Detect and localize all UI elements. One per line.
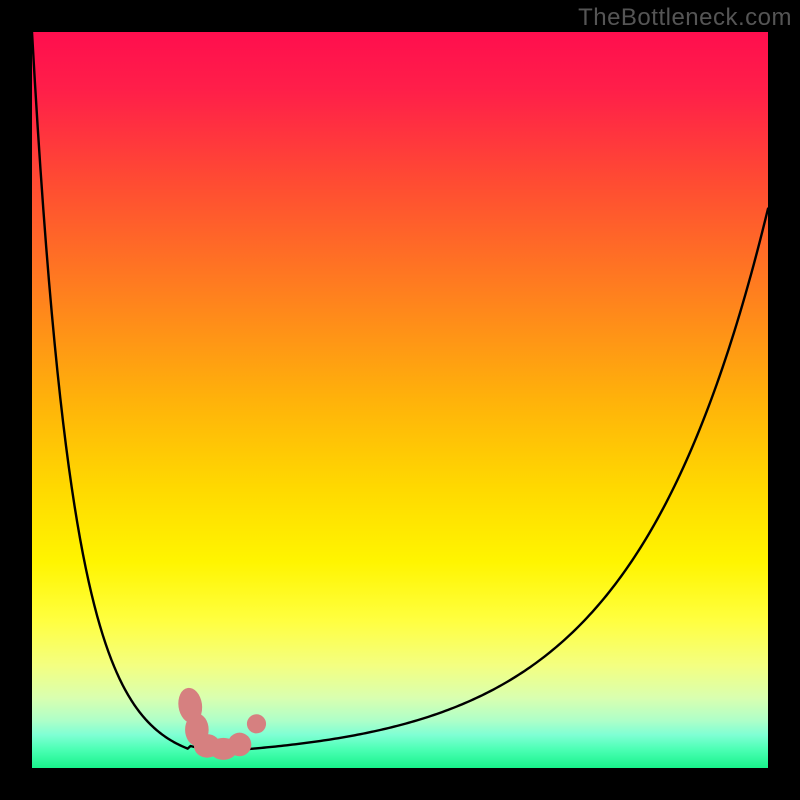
- blob-4: [228, 733, 252, 757]
- blob-5: [247, 714, 266, 733]
- watermark-text: TheBottleneck.com: [578, 4, 792, 32]
- chart-stage: TheBottleneck.com: [0, 0, 800, 800]
- plot-background: [32, 32, 768, 768]
- bottleneck-chart: [0, 0, 800, 800]
